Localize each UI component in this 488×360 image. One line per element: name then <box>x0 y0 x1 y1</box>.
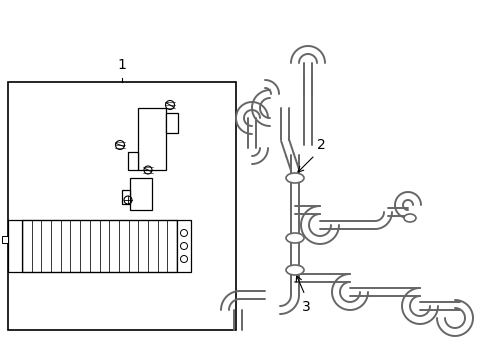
Bar <box>22 220 177 272</box>
Bar <box>2 235 8 243</box>
Bar <box>177 220 191 272</box>
Bar <box>122 190 130 204</box>
Bar <box>165 113 178 133</box>
Ellipse shape <box>403 214 415 222</box>
Bar <box>128 152 138 170</box>
Bar <box>8 82 236 330</box>
Text: 1: 1 <box>117 58 126 72</box>
Bar <box>138 108 165 170</box>
Ellipse shape <box>285 265 304 275</box>
Text: 2: 2 <box>316 138 325 152</box>
Ellipse shape <box>285 173 304 183</box>
Bar <box>8 220 22 272</box>
Text: 3: 3 <box>301 300 310 314</box>
Bar <box>130 178 152 210</box>
Ellipse shape <box>285 233 304 243</box>
